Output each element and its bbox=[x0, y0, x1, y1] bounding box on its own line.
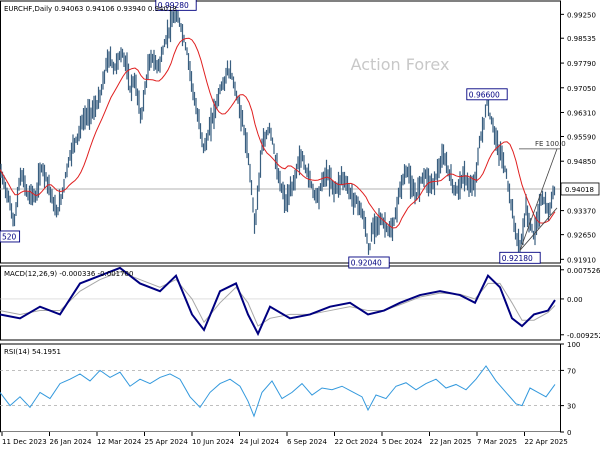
price-bars bbox=[0, 1, 556, 262]
x-tick-label: 7 Mar 2025 bbox=[477, 438, 517, 446]
price-annotation-box bbox=[155, 0, 197, 11]
x-tick-label: 22 Oct 2024 bbox=[335, 438, 379, 446]
price-annotation-box bbox=[466, 88, 508, 101]
rsi-y-tick-label: 70 bbox=[567, 367, 576, 375]
x-tick-label: 5 Dec 2024 bbox=[382, 438, 423, 446]
trend-line bbox=[519, 207, 558, 251]
price-annotation-box bbox=[499, 251, 541, 264]
main-y-tick-label: 0.93370 bbox=[567, 208, 596, 216]
x-tick-label: 11 Dec 2023 bbox=[2, 438, 47, 446]
main-y-tick-label: 0.97050 bbox=[567, 85, 596, 93]
price-annotation-label: 0.96600 bbox=[469, 90, 500, 99]
macd-series-line bbox=[0, 271, 556, 327]
price-annotation-label: 0.92040 bbox=[351, 258, 382, 267]
main-y-tick-label: 0.96310 bbox=[567, 109, 596, 117]
main-title: EURCHF,Daily 0.94063 0.94106 0.93940 0.9… bbox=[4, 5, 177, 13]
watermark-text: Action Forex bbox=[351, 55, 450, 74]
main-y-tick-label: 0.98535 bbox=[567, 35, 596, 43]
last-price-box bbox=[560, 182, 600, 196]
moving-average-line bbox=[0, 37, 556, 229]
rsi-y-tick-label: 100 bbox=[567, 341, 580, 349]
macd-y-tick-label: 0.00 bbox=[567, 296, 583, 304]
pane-frame-main bbox=[0, 0, 561, 264]
price-annotation-box bbox=[348, 256, 390, 269]
fe-level-label: FE 100.0 bbox=[535, 140, 566, 148]
macd-y-tick-label: -0.009252 bbox=[567, 332, 600, 340]
x-tick-label: 26 Jan 2024 bbox=[50, 438, 93, 446]
x-tick-label: 12 Mar 2024 bbox=[97, 438, 142, 446]
macd-title: MACD(12,26,9) -0.000336 -0.001700 bbox=[4, 270, 133, 278]
pane-frame-rsi bbox=[0, 343, 561, 433]
x-tick-label: 6 Sep 2024 bbox=[287, 438, 327, 446]
main-y-tick-label: 0.91910 bbox=[567, 256, 596, 264]
rsi-series-line bbox=[0, 365, 556, 418]
x-tick-label: 22 Apr 2025 bbox=[525, 438, 568, 446]
macd-y-tick-label: 0.007526 bbox=[567, 267, 600, 275]
main-y-tick-label: 0.92650 bbox=[567, 232, 596, 240]
macd-series-line bbox=[0, 266, 556, 337]
x-axis-band bbox=[0, 432, 561, 449]
x-tick-label: 10 Jun 2024 bbox=[192, 438, 235, 446]
rsi-title: RSI(14) 54.1951 bbox=[4, 348, 61, 356]
main-y-tick-label: 0.95590 bbox=[567, 134, 596, 142]
x-tick-label: 22 Jan 2025 bbox=[430, 438, 472, 446]
price-annotation-label: 0.92180 bbox=[502, 254, 533, 263]
rsi-y-tick-label: 30 bbox=[567, 403, 576, 411]
main-y-tick-label: 0.94850 bbox=[567, 158, 596, 166]
main-y-tick-label: 0.97790 bbox=[567, 60, 596, 68]
last-price-label: 0.94018 bbox=[565, 186, 594, 194]
main-y-tick-label: 0.99250 bbox=[567, 11, 596, 19]
projection-line bbox=[519, 148, 558, 251]
price-annotation-label: 0.99280 bbox=[158, 1, 189, 10]
x-tick-label: 24 Jul 2024 bbox=[240, 438, 280, 446]
rsi-y-tick-label: 0 bbox=[567, 429, 571, 437]
price-annotation-box bbox=[0, 230, 21, 243]
x-tick-label: 25 Apr 2024 bbox=[145, 438, 189, 446]
price-annotation-label: 520 bbox=[2, 232, 17, 241]
